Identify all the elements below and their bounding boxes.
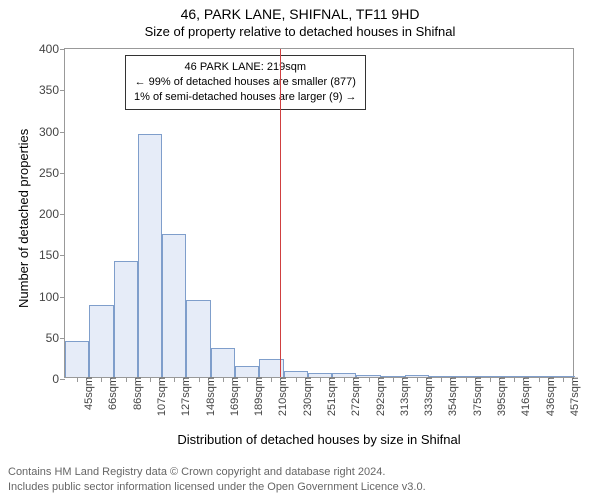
x-tick-label: 148sqm: [203, 377, 217, 425]
x-tick-label: 292sqm: [373, 377, 387, 425]
x-tick-label: 272sqm: [348, 377, 362, 425]
x-tick-label: 107sqm: [154, 377, 168, 425]
x-tick-label: 436sqm: [543, 377, 557, 425]
x-tick-label: 375sqm: [470, 377, 484, 425]
x-tick-label: 127sqm: [178, 377, 192, 425]
marker-line: [280, 49, 281, 377]
x-tick-label: 66sqm: [105, 377, 119, 425]
x-tick-label: 45sqm: [81, 377, 95, 425]
histogram-bar: [235, 366, 259, 377]
x-tick-label: 210sqm: [275, 377, 289, 425]
x-tick-label: 395sqm: [494, 377, 508, 425]
chart-subtitle: Size of property relative to detached ho…: [0, 22, 600, 39]
histogram-bar: [186, 300, 210, 377]
chart-container: { "title": "46, PARK LANE, SHIFNAL, TF11…: [0, 0, 600, 500]
x-tick-label: 169sqm: [227, 377, 241, 425]
x-tick-label: 354sqm: [445, 377, 459, 425]
annotation-line3: 1% of semi-detached houses are larger (9…: [134, 90, 357, 105]
x-tick-label: 230sqm: [300, 377, 314, 425]
footer: Contains HM Land Registry data © Crown c…: [0, 461, 600, 500]
x-tick-label: 416sqm: [518, 377, 532, 425]
x-tick-label: 457sqm: [567, 377, 581, 425]
x-axis-label: Distribution of detached houses by size …: [64, 432, 574, 447]
annotation-line1: 46 PARK LANE: 219sqm: [134, 60, 357, 75]
footer-line1: Contains HM Land Registry data © Crown c…: [8, 465, 592, 479]
histogram-bar: [162, 234, 186, 377]
annotation-line2: ← 99% of detached houses are smaller (87…: [134, 75, 357, 90]
histogram-bar: [211, 348, 235, 377]
x-tick-label: 251sqm: [324, 377, 338, 425]
histogram-bar: [65, 341, 89, 377]
annotation-box: 46 PARK LANE: 219sqm ← 99% of detached h…: [125, 55, 366, 110]
footer-line2: Includes public sector information licen…: [8, 480, 592, 494]
plot-area: 46 PARK LANE: 219sqm ← 99% of detached h…: [64, 48, 574, 378]
x-tick-label: 86sqm: [130, 377, 144, 425]
histogram-bar: [89, 305, 113, 377]
x-tick-label: 333sqm: [421, 377, 435, 425]
histogram-bar: [138, 134, 162, 377]
histogram-bar: [114, 261, 138, 377]
y-axis-label: Number of detached properties: [16, 129, 31, 308]
chart-title: 46, PARK LANE, SHIFNAL, TF11 9HD: [0, 0, 600, 22]
x-tick-label: 313sqm: [397, 377, 411, 425]
x-tick-label: 189sqm: [251, 377, 265, 425]
